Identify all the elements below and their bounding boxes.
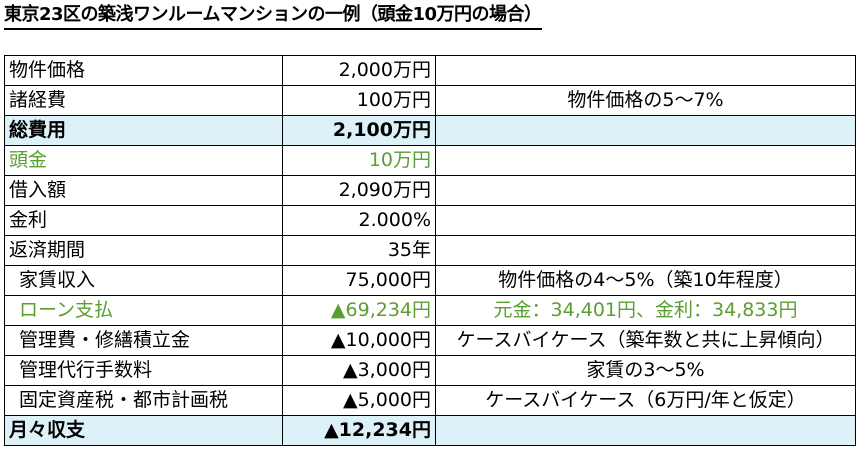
row-value: 10万円 <box>282 145 436 176</box>
row-label: 総費用 <box>4 115 283 146</box>
row-value: 2.000% <box>282 205 436 236</box>
row-value: ▲3,000円 <box>282 355 436 386</box>
row-label: 月々収支 <box>4 415 283 446</box>
table-row-monthly-balance: 月々収支 ▲12,234円 <box>4 415 856 446</box>
row-note <box>435 235 856 266</box>
table-row-property-price: 物件価格 2,000万円 <box>4 55 856 86</box>
row-note <box>435 415 856 446</box>
table-row-expenses: 諸経費 100万円 物件価格の5～7% <box>4 85 856 116</box>
table-row-rent-income: 家賃収入 75,000円 物件価格の4～5%（築10年程度） <box>4 265 856 296</box>
row-note <box>435 145 856 176</box>
row-label: 借入額 <box>4 175 283 206</box>
row-label: 返済期間 <box>4 235 283 266</box>
row-label: 管理費・修繕積立金 <box>4 325 283 356</box>
row-label: 金利 <box>4 205 283 236</box>
table-row-agency-fee: 管理代行手数料 ▲3,000円 家賃の3～5% <box>4 355 856 386</box>
table-row-property-tax: 固定資産税・都市計画税 ▲5,000円 ケースバイケース（6万円/年と仮定） <box>4 385 856 416</box>
table-row-interest-rate: 金利 2.000% <box>4 205 856 236</box>
row-note: 家賃の3～5% <box>435 355 856 386</box>
row-note <box>435 175 856 206</box>
row-value: ▲5,000円 <box>282 385 436 416</box>
row-value: 2,100万円 <box>282 115 436 146</box>
row-note: ケースバイケース（築年数と共に上昇傾向） <box>435 325 856 356</box>
row-label: 管理代行手数料 <box>4 355 283 386</box>
table-row-repayment-period: 返済期間 35年 <box>4 235 856 266</box>
row-note <box>435 205 856 236</box>
row-value: 75,000円 <box>282 265 436 296</box>
table-row-management-fee: 管理費・修繕積立金 ▲10,000円 ケースバイケース（築年数と共に上昇傾向） <box>4 325 856 356</box>
row-label: 物件価格 <box>4 55 283 86</box>
page-title: 東京23区の築浅ワンルームマンションの一例（頭金10万円の場合） <box>4 2 542 30</box>
row-value: ▲12,234円 <box>282 415 436 446</box>
row-note: 物件価格の5～7% <box>435 85 856 116</box>
row-value: ▲10,000円 <box>282 325 436 356</box>
table-row-loan-payment: ローン支払 ▲69,234円 元金：34,401円、金利：34,833円 <box>4 295 856 326</box>
table-row-loan-amount: 借入額 2,090万円 <box>4 175 856 206</box>
row-label: ローン支払 <box>4 295 283 326</box>
row-label: 家賃収入 <box>4 265 283 296</box>
row-label: 諸経費 <box>4 85 283 116</box>
row-value: 2,090万円 <box>282 175 436 206</box>
row-value: 35年 <box>282 235 436 266</box>
row-label: 頭金 <box>4 145 283 176</box>
row-value: 100万円 <box>282 85 436 116</box>
row-note: 元金：34,401円、金利：34,833円 <box>435 295 856 326</box>
row-note: ケースバイケース（6万円/年と仮定） <box>435 385 856 416</box>
row-note: 物件価格の4～5%（築10年程度） <box>435 265 856 296</box>
row-value: ▲69,234円 <box>282 295 436 326</box>
row-note <box>435 55 856 86</box>
table-row-down-payment: 頭金 10万円 <box>4 145 856 176</box>
row-label: 固定資産税・都市計画税 <box>4 385 283 416</box>
cost-table: 物件価格 2,000万円 諸経費 100万円 物件価格の5～7% 総費用 2,1… <box>4 55 856 446</box>
row-value: 2,000万円 <box>282 55 436 86</box>
table-row-total-cost: 総費用 2,100万円 <box>4 115 856 146</box>
row-note <box>435 115 856 146</box>
